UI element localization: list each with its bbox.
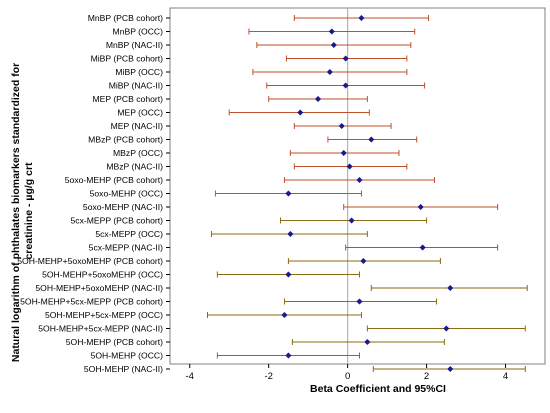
point-estimate <box>328 28 335 35</box>
y-tick-label: MBzP (OCC) <box>113 148 163 158</box>
point-estimate <box>348 217 355 224</box>
point-estimate <box>338 122 345 130</box>
point-estimate <box>346 163 353 170</box>
y-tick-label: MEP (PCB cohort) <box>92 94 163 104</box>
y-tick-label: 5OH-MEHP (PCB cohort) <box>66 337 163 347</box>
point-estimate <box>342 55 349 62</box>
point-estimate <box>443 325 450 332</box>
y-tick-label: MnBP (NAC-II) <box>106 40 163 50</box>
plot-marks: -4 -2 0 2 4 MnBP (PCB cohort) MnBP (OCC) MnBP (… <box>17 7 546 382</box>
y-axis-title: Natural logarithm of phthalates biomarke… <box>10 60 35 362</box>
y-tick-label: 5OH-MEHP+5oxoMEHP (NAC-II) <box>35 283 163 293</box>
x-tick-label: 4 <box>503 371 508 382</box>
y-tick-label: MiBP (OCC) <box>115 67 163 77</box>
point-estimate <box>330 41 337 49</box>
point-estimate <box>326 68 334 76</box>
y-tick-label: 5OH-MEHP+5cx-MEPP (OCC) <box>45 310 163 320</box>
y-tick-label: 5oxo-MEHP (OCC) <box>90 189 164 199</box>
point-estimate <box>281 311 288 319</box>
y-tick-label: MnBP (PCB cohort) <box>88 13 163 23</box>
y-tick-label: 5OH-MEHP (NAC-II) <box>84 364 163 374</box>
point-estimate <box>364 338 371 346</box>
y-axis-title-line-2: creatinine - µg/g crt <box>23 162 35 260</box>
y-tick-label: 5oxo-MEHP (PCB cohort) <box>65 175 163 185</box>
point-estimate <box>340 149 347 157</box>
point-estimate <box>356 176 363 184</box>
point-estimate <box>358 14 365 22</box>
point-estimate <box>360 257 367 265</box>
x-tick-label: -2 <box>264 371 272 382</box>
y-tick-label: 5cx-MEPP (OCC) <box>95 229 163 239</box>
point-estimate <box>419 244 426 251</box>
point-estimate <box>297 109 304 116</box>
point-estimate <box>285 271 292 278</box>
y-tick-label: 5cx-MEPP (NAC-II) <box>89 243 163 253</box>
x-tick-label: 0 <box>345 371 350 382</box>
y-tick-label: 5OH-MEHP+5oxoMEHP (PCB cohort) <box>17 256 163 266</box>
point-estimate <box>417 203 424 211</box>
y-tick-label: 5OH-MEHP+5cx-MEPP (PCB cohort) <box>20 297 163 307</box>
y-tick-label: MiBP (NAC-II) <box>109 81 163 91</box>
point-estimate <box>368 136 375 143</box>
y-tick-label: MBzP (NAC-II) <box>106 162 163 172</box>
x-tick-label: -4 <box>186 371 194 382</box>
y-tick-label: 5cx-MEPP (PCB cohort) <box>71 216 164 226</box>
point-estimate <box>285 352 292 359</box>
y-tick-label: MEP (OCC) <box>117 108 163 118</box>
y-tick-label: 5OH-MEHP+5oxoMEHP (OCC) <box>42 270 163 280</box>
plot-frame <box>169 7 546 365</box>
y-tick-label: MEP (NAC-II) <box>111 121 163 131</box>
point-estimate <box>342 82 349 89</box>
point-estimate <box>285 190 292 197</box>
y-tick-label: MnBP (OCC) <box>113 27 164 37</box>
y-tick-label: MBzP (PCB cohort) <box>88 135 163 145</box>
point-estimate <box>447 284 454 292</box>
y-tick-label: 5OH-MEHP+5cx-MEPP (NAC-II) <box>38 324 163 334</box>
y-tick-label: 5oxo-MEHP (NAC-II) <box>83 202 163 212</box>
y-tick-label: 5OH-MEHP (OCC) <box>91 351 164 361</box>
point-estimate <box>356 298 363 305</box>
x-tick-label: 2 <box>424 371 429 382</box>
y-axis-title-line-1: Natural logarithm of phthalates biomarke… <box>10 63 22 362</box>
point-estimate <box>447 365 454 373</box>
x-axis-title: Beta Coefficient and 95%CI <box>310 383 446 395</box>
point-estimate <box>287 230 294 238</box>
y-tick-label: MiBP (PCB cohort) <box>91 54 164 64</box>
point-estimate <box>314 95 322 103</box>
